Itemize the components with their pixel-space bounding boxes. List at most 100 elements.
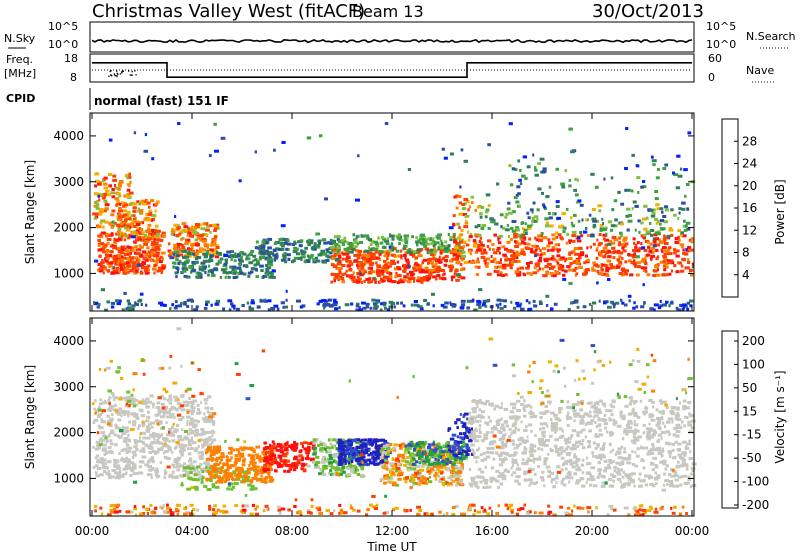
- power-cell: [436, 274, 441, 277]
- velocity-cell: [366, 442, 370, 446]
- velocity-cell: [133, 414, 139, 418]
- power-cell: [350, 274, 354, 278]
- freq-point: [111, 75, 113, 77]
- power-cell: [103, 186, 108, 190]
- velocity-cell: [200, 428, 205, 431]
- power-cell: [601, 263, 606, 267]
- power-colorbar-tick-label: 24: [742, 157, 757, 171]
- power-cell: [186, 298, 190, 302]
- power-cell: [114, 270, 117, 274]
- power-cell: [178, 251, 181, 255]
- power-cell: [496, 246, 501, 250]
- velocity-cell: [124, 472, 128, 476]
- power-cell: [199, 238, 204, 242]
- power-cell: [260, 244, 266, 248]
- power-cell: [687, 258, 690, 262]
- power-cell: [341, 280, 346, 284]
- power-cell: [548, 185, 552, 189]
- velocity-cell: [190, 410, 194, 414]
- power-cell: [134, 301, 137, 305]
- power-cell: [402, 247, 405, 251]
- power-cell: [654, 265, 659, 269]
- power-cell: [115, 238, 118, 242]
- power-cell: [122, 223, 127, 227]
- power-cell: [682, 303, 687, 307]
- power-cell: [336, 246, 342, 250]
- power-cell: [670, 300, 674, 304]
- power-cell: [405, 238, 409, 241]
- power-cell: [602, 246, 608, 250]
- power-cell: [314, 242, 317, 246]
- power-cell: [320, 249, 326, 253]
- velocity-cell: [270, 479, 273, 483]
- power-cell: [624, 260, 628, 264]
- velocity-cell: [348, 457, 352, 461]
- velocity-cell: [440, 477, 444, 481]
- power-cell: [116, 200, 120, 203]
- power-cell: [132, 206, 137, 210]
- velocity-cell: [427, 480, 433, 484]
- velocity-cell: [344, 450, 349, 454]
- freq-point: [108, 75, 110, 77]
- power-cell: [358, 256, 361, 260]
- velocity-cell: [197, 368, 201, 372]
- velocity-cell: [172, 439, 176, 443]
- velocity-cell: [125, 396, 129, 400]
- power-cell: [382, 301, 387, 305]
- power-cell: [584, 227, 588, 230]
- power-cell: [271, 272, 274, 276]
- power-cell: [183, 225, 189, 229]
- velocity-cell: [181, 482, 184, 485]
- power-cell: [659, 222, 662, 226]
- velocity-cell: [439, 466, 444, 470]
- power-cell: [206, 249, 210, 253]
- velocity-cell: [212, 452, 216, 456]
- power-cell: [306, 260, 311, 263]
- velocity-cell: [132, 388, 135, 392]
- power-cell: [189, 234, 193, 238]
- velocity-cell: [135, 448, 138, 451]
- power-cell: [178, 253, 184, 257]
- power-cell: [118, 234, 122, 238]
- power-cell: [93, 301, 99, 305]
- power-cell: [438, 260, 443, 264]
- power-cell: [267, 299, 272, 303]
- velocity-cell: [155, 439, 160, 443]
- velocity-cell: [337, 456, 342, 460]
- velocity-cell: [102, 443, 107, 447]
- power-cell: [413, 279, 416, 283]
- power-cell: [599, 228, 603, 232]
- velocity-cell: [262, 447, 267, 451]
- velocity-cell: [92, 421, 96, 424]
- velocity-cell: [332, 444, 335, 448]
- power-cell: [517, 233, 520, 237]
- power-cell: [617, 243, 622, 247]
- power-cell: [496, 265, 499, 269]
- power-cell: [238, 269, 243, 273]
- velocity-cell: [333, 472, 337, 476]
- velocity-cell: [151, 460, 155, 464]
- power-cell: [367, 246, 370, 250]
- velocity-cell: [314, 460, 320, 464]
- power-cell: [538, 238, 542, 242]
- power-cell: [455, 242, 460, 245]
- power-cell: [332, 265, 338, 269]
- velocity-cell: [306, 454, 309, 458]
- power-cell: [203, 255, 208, 259]
- power-cell: [632, 306, 636, 310]
- velocity-cell: [142, 420, 145, 424]
- power-cell: [657, 219, 660, 223]
- power-cell: [545, 195, 550, 199]
- power-cell: [607, 278, 611, 281]
- power-cell: [618, 272, 623, 275]
- velocity-cell: [150, 473, 153, 477]
- velocity-cell: [171, 470, 175, 474]
- velocity-cell: [347, 454, 351, 458]
- power-cell: [459, 233, 463, 237]
- velocity-cell: [228, 451, 233, 455]
- power-cell: [140, 303, 143, 306]
- power-cell: [551, 246, 556, 249]
- power-cell: [258, 257, 262, 261]
- power-cell: [655, 243, 661, 247]
- power-cell: [373, 247, 379, 251]
